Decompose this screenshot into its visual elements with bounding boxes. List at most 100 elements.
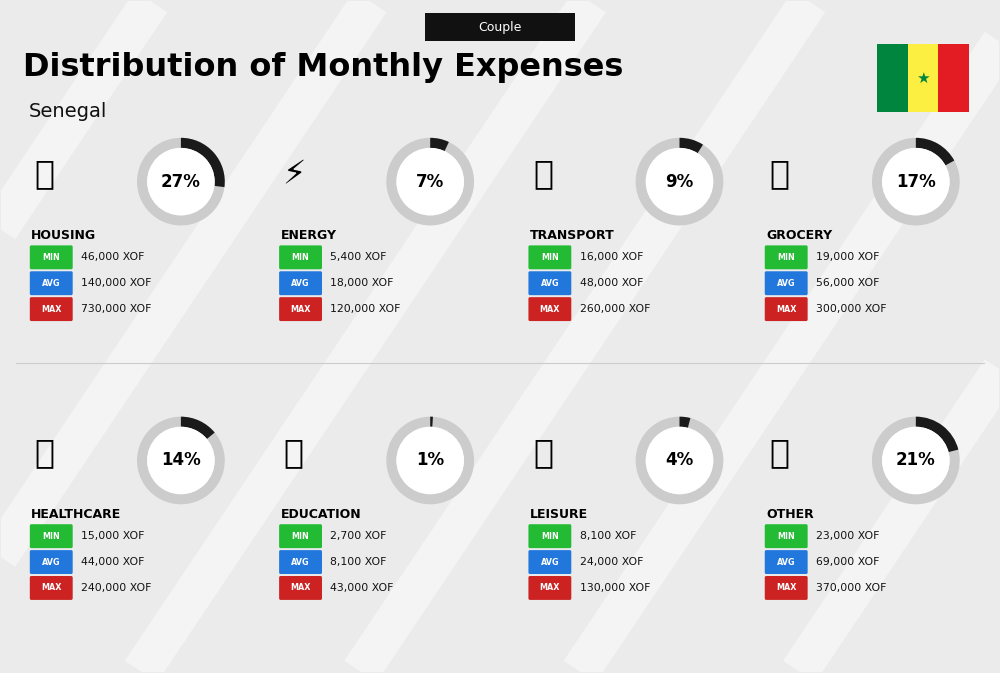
Text: MAX: MAX [290,583,311,592]
Text: MAX: MAX [540,305,560,314]
Text: 56,000 XOF: 56,000 XOF [816,278,879,288]
Text: MIN: MIN [777,253,795,262]
Text: 8,100 XOF: 8,100 XOF [330,557,387,567]
Text: 🚌: 🚌 [533,157,553,190]
Text: 💓: 💓 [34,436,54,469]
Text: 19,000 XOF: 19,000 XOF [816,252,879,262]
Text: AVG: AVG [777,279,795,288]
Wedge shape [916,417,958,452]
Text: MAX: MAX [41,305,61,314]
Text: 730,000 XOF: 730,000 XOF [81,304,152,314]
Wedge shape [680,138,703,153]
Wedge shape [181,138,225,187]
Text: 💰: 💰 [769,436,789,469]
Text: 44,000 XOF: 44,000 XOF [81,557,145,567]
Text: 🎓: 🎓 [284,436,304,469]
Text: 🛒: 🛒 [769,157,789,190]
Wedge shape [872,417,960,504]
FancyBboxPatch shape [279,576,322,600]
Text: MIN: MIN [541,532,559,540]
FancyBboxPatch shape [938,44,969,112]
Text: OTHER: OTHER [766,508,814,522]
Wedge shape [137,138,225,225]
Text: MIN: MIN [42,253,60,262]
Text: LEISURE: LEISURE [530,508,588,522]
FancyBboxPatch shape [765,550,808,574]
Text: Distribution of Monthly Expenses: Distribution of Monthly Expenses [23,52,624,83]
Text: HOUSING: HOUSING [31,229,96,242]
Circle shape [147,148,215,215]
Text: 14%: 14% [161,452,201,470]
FancyBboxPatch shape [30,576,73,600]
Text: 1%: 1% [416,452,444,470]
Text: 27%: 27% [161,173,201,190]
Wedge shape [181,417,215,439]
Text: MAX: MAX [41,583,61,592]
Text: AVG: AVG [777,557,795,567]
FancyBboxPatch shape [528,550,571,574]
Text: 24,000 XOF: 24,000 XOF [580,557,643,567]
Wedge shape [636,138,723,225]
Text: 130,000 XOF: 130,000 XOF [580,583,650,593]
Text: AVG: AVG [42,557,60,567]
Text: AVG: AVG [291,279,310,288]
FancyBboxPatch shape [30,297,73,321]
Text: 46,000 XOF: 46,000 XOF [81,252,145,262]
Text: TRANSPORT: TRANSPORT [530,229,615,242]
Circle shape [646,148,713,215]
Text: 23,000 XOF: 23,000 XOF [816,531,879,541]
Text: 5,400 XOF: 5,400 XOF [330,252,387,262]
Circle shape [396,148,464,215]
FancyBboxPatch shape [30,271,73,295]
FancyBboxPatch shape [528,524,571,548]
Text: Senegal: Senegal [28,102,107,121]
FancyBboxPatch shape [30,246,73,269]
FancyBboxPatch shape [877,44,908,112]
Wedge shape [430,417,433,427]
Circle shape [882,427,950,494]
FancyBboxPatch shape [279,246,322,269]
Text: 16,000 XOF: 16,000 XOF [580,252,643,262]
FancyBboxPatch shape [765,271,808,295]
Text: 240,000 XOF: 240,000 XOF [81,583,152,593]
Text: Couple: Couple [478,21,522,34]
Wedge shape [680,417,690,428]
Circle shape [882,148,950,215]
Text: 140,000 XOF: 140,000 XOF [81,278,152,288]
Text: EDUCATION: EDUCATION [281,508,361,522]
Circle shape [646,427,713,494]
Text: 260,000 XOF: 260,000 XOF [580,304,650,314]
Text: AVG: AVG [541,279,559,288]
Wedge shape [137,417,225,504]
FancyBboxPatch shape [765,246,808,269]
Text: MIN: MIN [777,532,795,540]
Text: 370,000 XOF: 370,000 XOF [816,583,886,593]
FancyBboxPatch shape [279,550,322,574]
FancyBboxPatch shape [30,550,73,574]
FancyBboxPatch shape [765,297,808,321]
Text: 21%: 21% [896,452,936,470]
Text: MAX: MAX [290,305,311,314]
FancyBboxPatch shape [765,524,808,548]
Text: MIN: MIN [292,532,309,540]
Text: 18,000 XOF: 18,000 XOF [330,278,394,288]
Text: 120,000 XOF: 120,000 XOF [330,304,401,314]
Wedge shape [916,138,954,166]
Text: 17%: 17% [896,173,936,190]
Text: GROCERY: GROCERY [766,229,832,242]
Text: 2,700 XOF: 2,700 XOF [330,531,387,541]
FancyBboxPatch shape [528,246,571,269]
Text: 15,000 XOF: 15,000 XOF [81,531,145,541]
FancyBboxPatch shape [528,297,571,321]
Wedge shape [430,138,449,151]
Text: ⚡: ⚡ [282,157,305,190]
Wedge shape [386,138,474,225]
Circle shape [147,427,215,494]
Text: 300,000 XOF: 300,000 XOF [816,304,887,314]
Text: 9%: 9% [665,173,694,190]
Text: ENERGY: ENERGY [281,229,337,242]
FancyBboxPatch shape [528,576,571,600]
FancyBboxPatch shape [908,44,938,112]
Text: MIN: MIN [541,253,559,262]
Text: MIN: MIN [292,253,309,262]
